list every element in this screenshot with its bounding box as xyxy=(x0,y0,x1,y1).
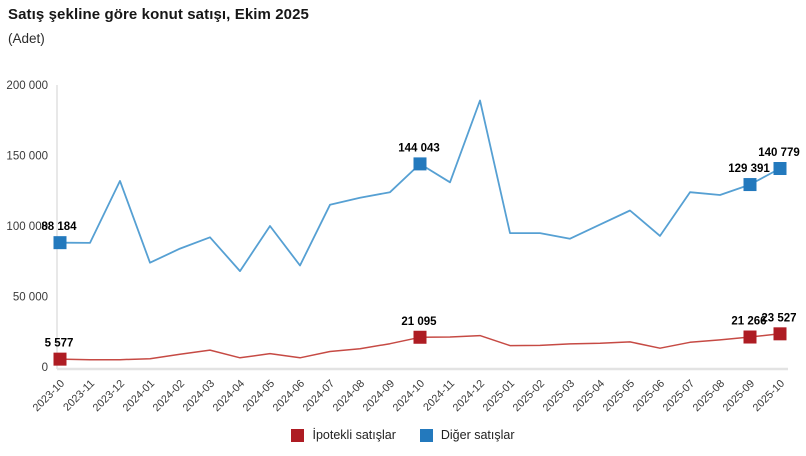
y-tick-label: 150 000 xyxy=(6,151,48,163)
legend-item-diger[interactable]: Diğer satışlar xyxy=(419,428,515,442)
x-tick-label: 2024-03 xyxy=(181,378,218,415)
ipotekli-swatch-icon xyxy=(291,428,305,442)
data-point-label: 23 527 xyxy=(761,312,796,324)
legend-label-diger: Diğer satışlar xyxy=(440,428,515,442)
x-tick-label: 2025-09 xyxy=(721,378,758,415)
x-tick-label: 2025-04 xyxy=(571,378,608,415)
x-tick-label: 2023-10 xyxy=(31,378,68,415)
legend-item-ipotekli[interactable]: İpotekli satışlar xyxy=(291,428,396,442)
chart-subtitle: (Adet) xyxy=(8,31,45,46)
data-point-label: 140 779 xyxy=(758,147,800,159)
x-tick-label: 2024-09 xyxy=(361,378,398,415)
chart-title: Satış şekline göre konut satışı, Ekim 20… xyxy=(8,6,309,23)
data-point-label: 88 184 xyxy=(41,221,77,233)
x-tick-label: 2024-01 xyxy=(121,378,158,415)
x-tick-label: 2024-07 xyxy=(301,378,338,415)
x-tick-label: 2025-03 xyxy=(541,378,578,415)
x-tick-label: 2024-10 xyxy=(391,378,428,415)
x-tick-label: 2025-10 xyxy=(751,378,788,415)
x-tick-label: 2024-12 xyxy=(451,378,488,415)
x-tick-label: 2024-04 xyxy=(211,378,248,415)
x-tick-label: 2025-02 xyxy=(511,378,548,415)
data-point-marker[interactable] xyxy=(743,330,757,344)
x-tick-label: 2025-06 xyxy=(631,378,668,415)
x-tick-label: 2023-11 xyxy=(61,378,97,414)
data-point-marker[interactable] xyxy=(773,327,787,341)
diger-swatch-icon xyxy=(419,428,433,442)
series-line-diger xyxy=(59,99,781,273)
x-tick-label: 2024-02 xyxy=(151,378,188,415)
chart-legend: İpotekli satışlar Diğer satışlar xyxy=(0,428,806,442)
data-point-label: 21 095 xyxy=(401,316,437,328)
data-point-label: 129 391 xyxy=(728,163,770,175)
data-point-marker[interactable] xyxy=(773,162,787,176)
x-tick-label: 2024-11 xyxy=(421,378,457,414)
y-tick-label: 50 000 xyxy=(13,292,48,304)
x-tick-label: 2024-08 xyxy=(331,378,368,415)
legend-label-ipotekli: İpotekli satışlar xyxy=(312,428,396,442)
y-tick-label: 200 000 xyxy=(6,80,48,92)
x-tick-label: 2025-05 xyxy=(601,378,638,415)
data-point-label: 21 266 xyxy=(731,316,766,328)
x-tick-label: 2025-01 xyxy=(481,378,518,415)
x-tick-label: 2024-05 xyxy=(241,378,278,415)
data-point-label: 144 043 xyxy=(398,142,440,154)
data-point-label: 5 577 xyxy=(45,338,74,350)
data-point-marker[interactable] xyxy=(743,178,757,192)
data-point-marker[interactable] xyxy=(53,352,67,366)
x-tick-label: 2025-07 xyxy=(661,378,698,415)
x-tick-label: 2025-08 xyxy=(691,378,728,415)
y-tick-label: 0 xyxy=(42,362,48,374)
data-point-marker[interactable] xyxy=(53,236,67,250)
data-point-marker[interactable] xyxy=(413,157,427,171)
x-tick-label: 2023-12 xyxy=(91,378,128,415)
x-tick-label: 2024-06 xyxy=(271,378,308,415)
data-point-marker[interactable] xyxy=(413,330,427,344)
y-tick-label: 100 000 xyxy=(6,221,48,233)
